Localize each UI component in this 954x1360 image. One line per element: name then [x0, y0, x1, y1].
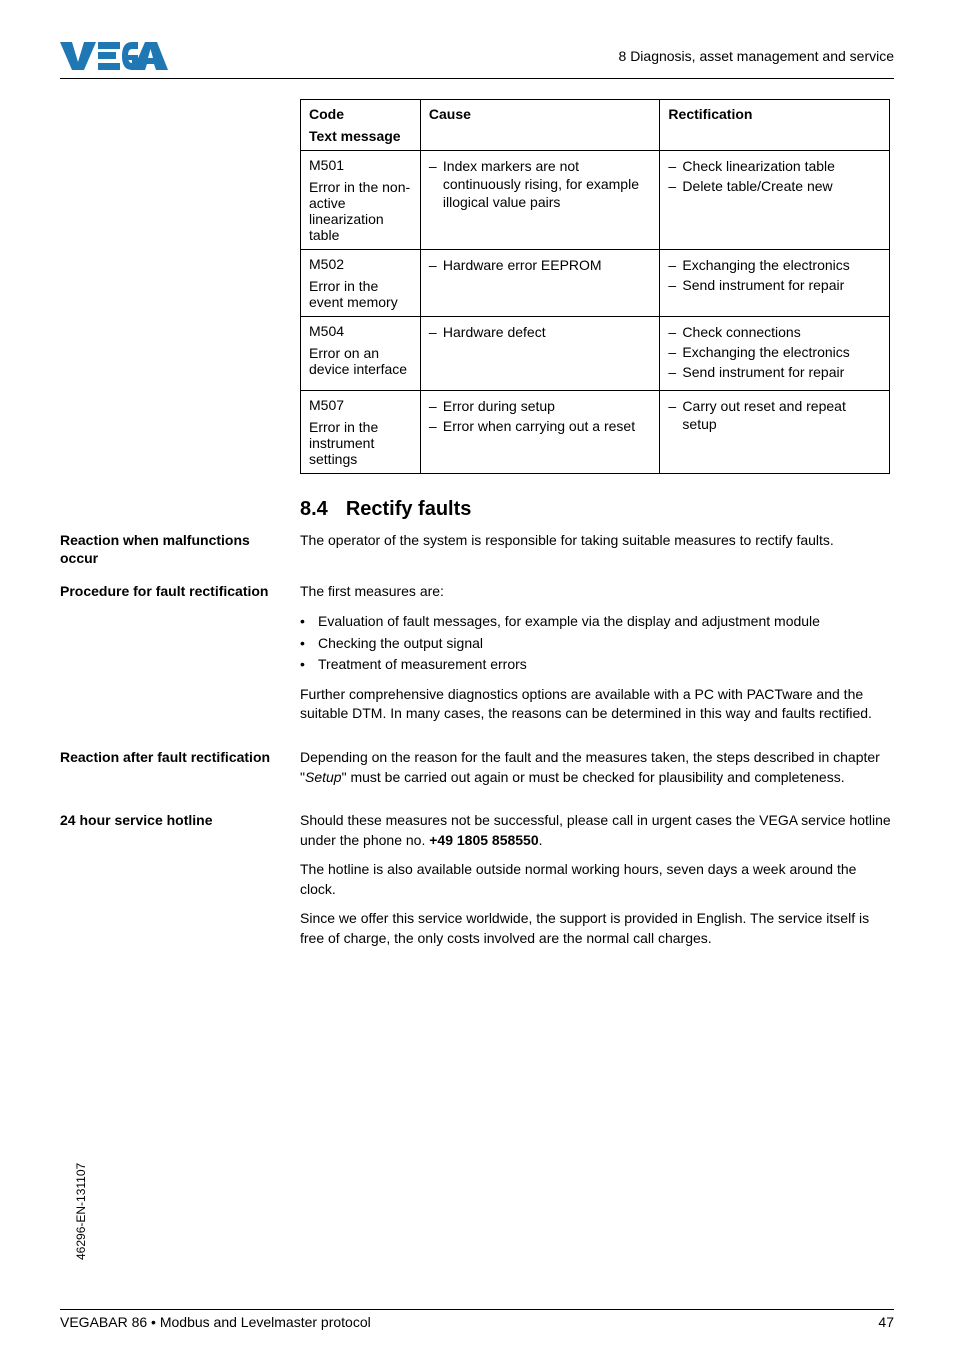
rect-item: Send instrument for repair [668, 276, 881, 294]
rect-item: Send instrument for repair [668, 363, 881, 381]
paragraph: Depending on the reason for the fault an… [300, 748, 894, 787]
footer-doc-title: VEGABAR 86 • Modbus and Levelmaster prot… [60, 1314, 371, 1330]
document-id-vertical: 46296-EN-131107 [74, 1163, 88, 1260]
th-code-sub: Text message [309, 128, 412, 144]
page-header: 8 Diagnosis, asset management and servic… [60, 40, 894, 72]
paragraph: Should these measures not be successful,… [300, 811, 894, 850]
chapter-label: 8 Diagnosis, asset management and servic… [619, 48, 894, 64]
code-desc: Error in the non-active linearization ta… [309, 179, 412, 243]
cause-item: Index markers are not continuously risin… [429, 157, 652, 212]
bullet-item: Checking the output signal [300, 634, 894, 654]
rect-item: Exchanging the electronics [668, 343, 881, 361]
content-block: 24 hour service hotline Should these mea… [60, 811, 894, 959]
th-code: Code Text message [301, 100, 421, 151]
cause-list: Error during setup Error when carrying o… [429, 397, 652, 435]
code-desc: Error in the event memory [309, 278, 412, 310]
paragraph: Further comprehensive diagnostics option… [300, 685, 894, 724]
rect-list: Exchanging the electronics Send instrume… [668, 256, 881, 294]
table-row: M504 Error on an device interface Hardwa… [301, 317, 890, 391]
side-label: Reaction when malfunctions occur [60, 531, 300, 569]
table-row: M507 Error in the instrument settings Er… [301, 390, 890, 473]
paragraph: The hotline is also available outside no… [300, 860, 894, 899]
body-text: The operator of the system is responsibl… [300, 531, 894, 569]
code-desc: Error on an device interface [309, 345, 412, 377]
rect-list: Check linearization table Delete table/C… [668, 157, 881, 195]
cause-item: Error during setup [429, 397, 652, 415]
rect-list: Carry out reset and repeat setup [668, 397, 881, 433]
footer: VEGABAR 86 • Modbus and Levelmaster prot… [60, 1259, 894, 1330]
paragraph: The operator of the system is responsibl… [300, 531, 894, 551]
cause-item: Error when carrying out a reset [429, 417, 652, 435]
section-number: 8.4 [300, 498, 328, 520]
content-block: Procedure for fault rectification The fi… [60, 582, 894, 734]
th-rect: Rectification [660, 100, 890, 151]
rect-item: Check connections [668, 323, 881, 341]
table-row: M501 Error in the non-active linearizati… [301, 151, 890, 250]
rect-item: Carry out reset and repeat setup [668, 397, 881, 433]
body-text: Depending on the reason for the fault an… [300, 748, 894, 797]
content-block: Reaction after fault rectification Depen… [60, 748, 894, 797]
cause-item: Hardware defect [429, 323, 652, 341]
content-block: Reaction when malfunctions occur The ope… [60, 531, 894, 569]
paragraph: Since we offer this service worldwide, t… [300, 909, 894, 948]
paragraph: The first measures are: [300, 582, 894, 602]
code-id: M507 [309, 397, 412, 413]
bullet-item: Evaluation of fault messages, for exampl… [300, 612, 894, 632]
bullet-item: Treatment of measurement errors [300, 655, 894, 675]
section-heading: 8.4 Rectify faults [300, 498, 894, 521]
bullet-list: Evaluation of fault messages, for exampl… [300, 612, 894, 675]
cause-list: Index markers are not continuously risin… [429, 157, 652, 212]
side-label: Procedure for fault rectification [60, 582, 300, 734]
rect-list: Check connections Exchanging the electro… [668, 323, 881, 382]
cause-list: Hardware error EEPROM [429, 256, 652, 274]
page: 8 Diagnosis, asset management and servic… [60, 40, 894, 1330]
table-row: M502 Error in the event memory Hardware … [301, 250, 890, 317]
rect-item: Check linearization table [668, 157, 881, 175]
footer-page-number: 47 [878, 1314, 894, 1330]
vega-logo [60, 40, 170, 72]
rect-item: Exchanging the electronics [668, 256, 881, 274]
code-id: M502 [309, 256, 412, 272]
side-label: Reaction after fault rectification [60, 748, 300, 797]
code-id: M501 [309, 157, 412, 173]
body-text: The first measures are: Evaluation of fa… [300, 582, 894, 734]
code-desc: Error in the instrument settings [309, 419, 412, 467]
fault-table: Code Text message Cause Rectification M5… [300, 99, 890, 474]
section-title: Rectify faults [346, 498, 472, 520]
code-id: M504 [309, 323, 412, 339]
body-text: Should these measures not be successful,… [300, 811, 894, 959]
rect-item: Delete table/Create new [668, 177, 881, 195]
th-cause: Cause [420, 100, 660, 151]
header-rule [60, 78, 894, 79]
cause-item: Hardware error EEPROM [429, 256, 652, 274]
cause-list: Hardware defect [429, 323, 652, 341]
th-code-main: Code [309, 106, 412, 122]
side-label: 24 hour service hotline [60, 811, 300, 959]
